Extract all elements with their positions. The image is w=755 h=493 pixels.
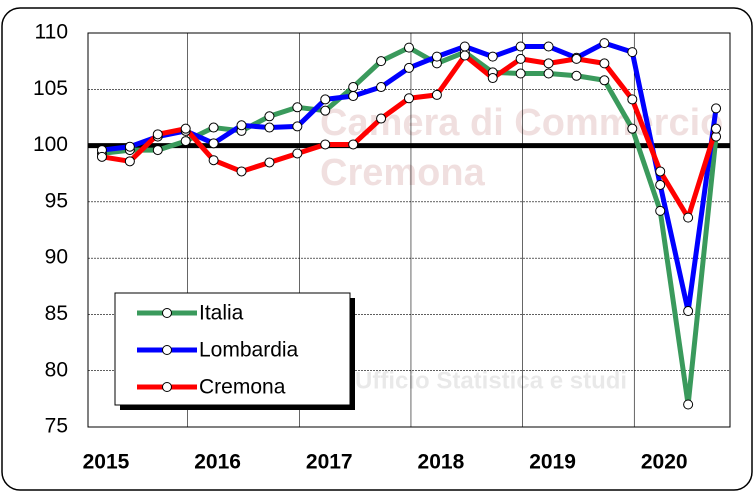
x-tick-label: 2018 (418, 451, 465, 474)
data-point (264, 122, 275, 133)
data-point (320, 94, 331, 105)
data-point (152, 145, 163, 156)
data-point (711, 103, 722, 114)
data-point (431, 89, 442, 100)
y-tick-label: 105 (33, 77, 68, 100)
data-point (404, 62, 414, 73)
data-point (683, 306, 694, 317)
data-point (543, 41, 554, 52)
data-point (404, 42, 414, 53)
data-point (264, 157, 275, 168)
data-point (292, 102, 303, 113)
data-point (348, 82, 359, 93)
legend-marker (162, 308, 172, 318)
data-point (208, 138, 219, 149)
data-point (627, 123, 638, 134)
data-point (292, 148, 303, 159)
data-point (320, 139, 331, 150)
data-point (264, 111, 275, 122)
watermark-text: Camera di Commercio (320, 102, 723, 144)
data-point (376, 113, 387, 124)
data-point (515, 68, 526, 79)
legend-label: Italia (199, 302, 244, 325)
legend-label: Lombardia (199, 339, 299, 362)
data-point (487, 73, 498, 84)
legend-marker (162, 382, 172, 392)
legend-marker (162, 345, 172, 355)
watermark: Camera di Commercio Cremona Ufficio Stat… (320, 102, 723, 394)
data-point (543, 68, 554, 79)
x-tick-label: 2019 (529, 451, 576, 474)
data-point (459, 50, 470, 61)
data-point (348, 91, 359, 102)
data-point (655, 179, 666, 190)
data-point (124, 156, 135, 167)
data-point (515, 41, 526, 52)
data-point (599, 75, 610, 86)
watermark-text: Cremona (320, 152, 486, 194)
data-point (459, 41, 470, 52)
y-tick-label: 75 (45, 415, 68, 438)
data-point (292, 121, 303, 132)
data-point (180, 136, 191, 147)
data-point (180, 123, 191, 134)
legend-label: Cremona (199, 376, 286, 399)
x-tick-label: 2015 (83, 451, 130, 474)
data-point (152, 129, 163, 140)
data-point (543, 58, 554, 69)
y-tick-label: 110 (35, 21, 68, 44)
data-point (348, 139, 359, 150)
data-point (515, 53, 526, 64)
data-point (627, 47, 638, 58)
data-point (376, 56, 387, 67)
x-tick-label: 2017 (306, 451, 353, 474)
data-point (571, 53, 582, 64)
data-point (236, 120, 247, 131)
y-tick-label: 100 (33, 133, 68, 156)
data-point (599, 38, 610, 49)
y-tick-label: 80 (45, 358, 68, 381)
y-tick-label: 95 (45, 189, 68, 212)
data-point (711, 123, 722, 134)
data-point (431, 51, 442, 62)
y-tick-label: 90 (45, 246, 68, 269)
data-point (320, 105, 331, 116)
data-point (627, 94, 638, 105)
data-point (655, 166, 666, 177)
data-point (96, 151, 107, 162)
data-point (236, 166, 247, 177)
data-point (208, 122, 219, 133)
data-point (599, 58, 610, 69)
data-point (487, 51, 498, 62)
watermark-text: Ufficio Statistica e studi (355, 367, 627, 394)
data-point (376, 82, 387, 93)
x-tick-label: 2016 (194, 451, 241, 474)
data-point (124, 141, 135, 152)
data-point (683, 212, 694, 223)
data-point (404, 93, 414, 104)
data-point (208, 155, 219, 166)
x-tick-label: 2020 (641, 451, 688, 474)
data-point (655, 205, 666, 216)
y-tick-label: 85 (45, 302, 68, 325)
data-point (571, 70, 582, 81)
data-point (683, 399, 694, 410)
